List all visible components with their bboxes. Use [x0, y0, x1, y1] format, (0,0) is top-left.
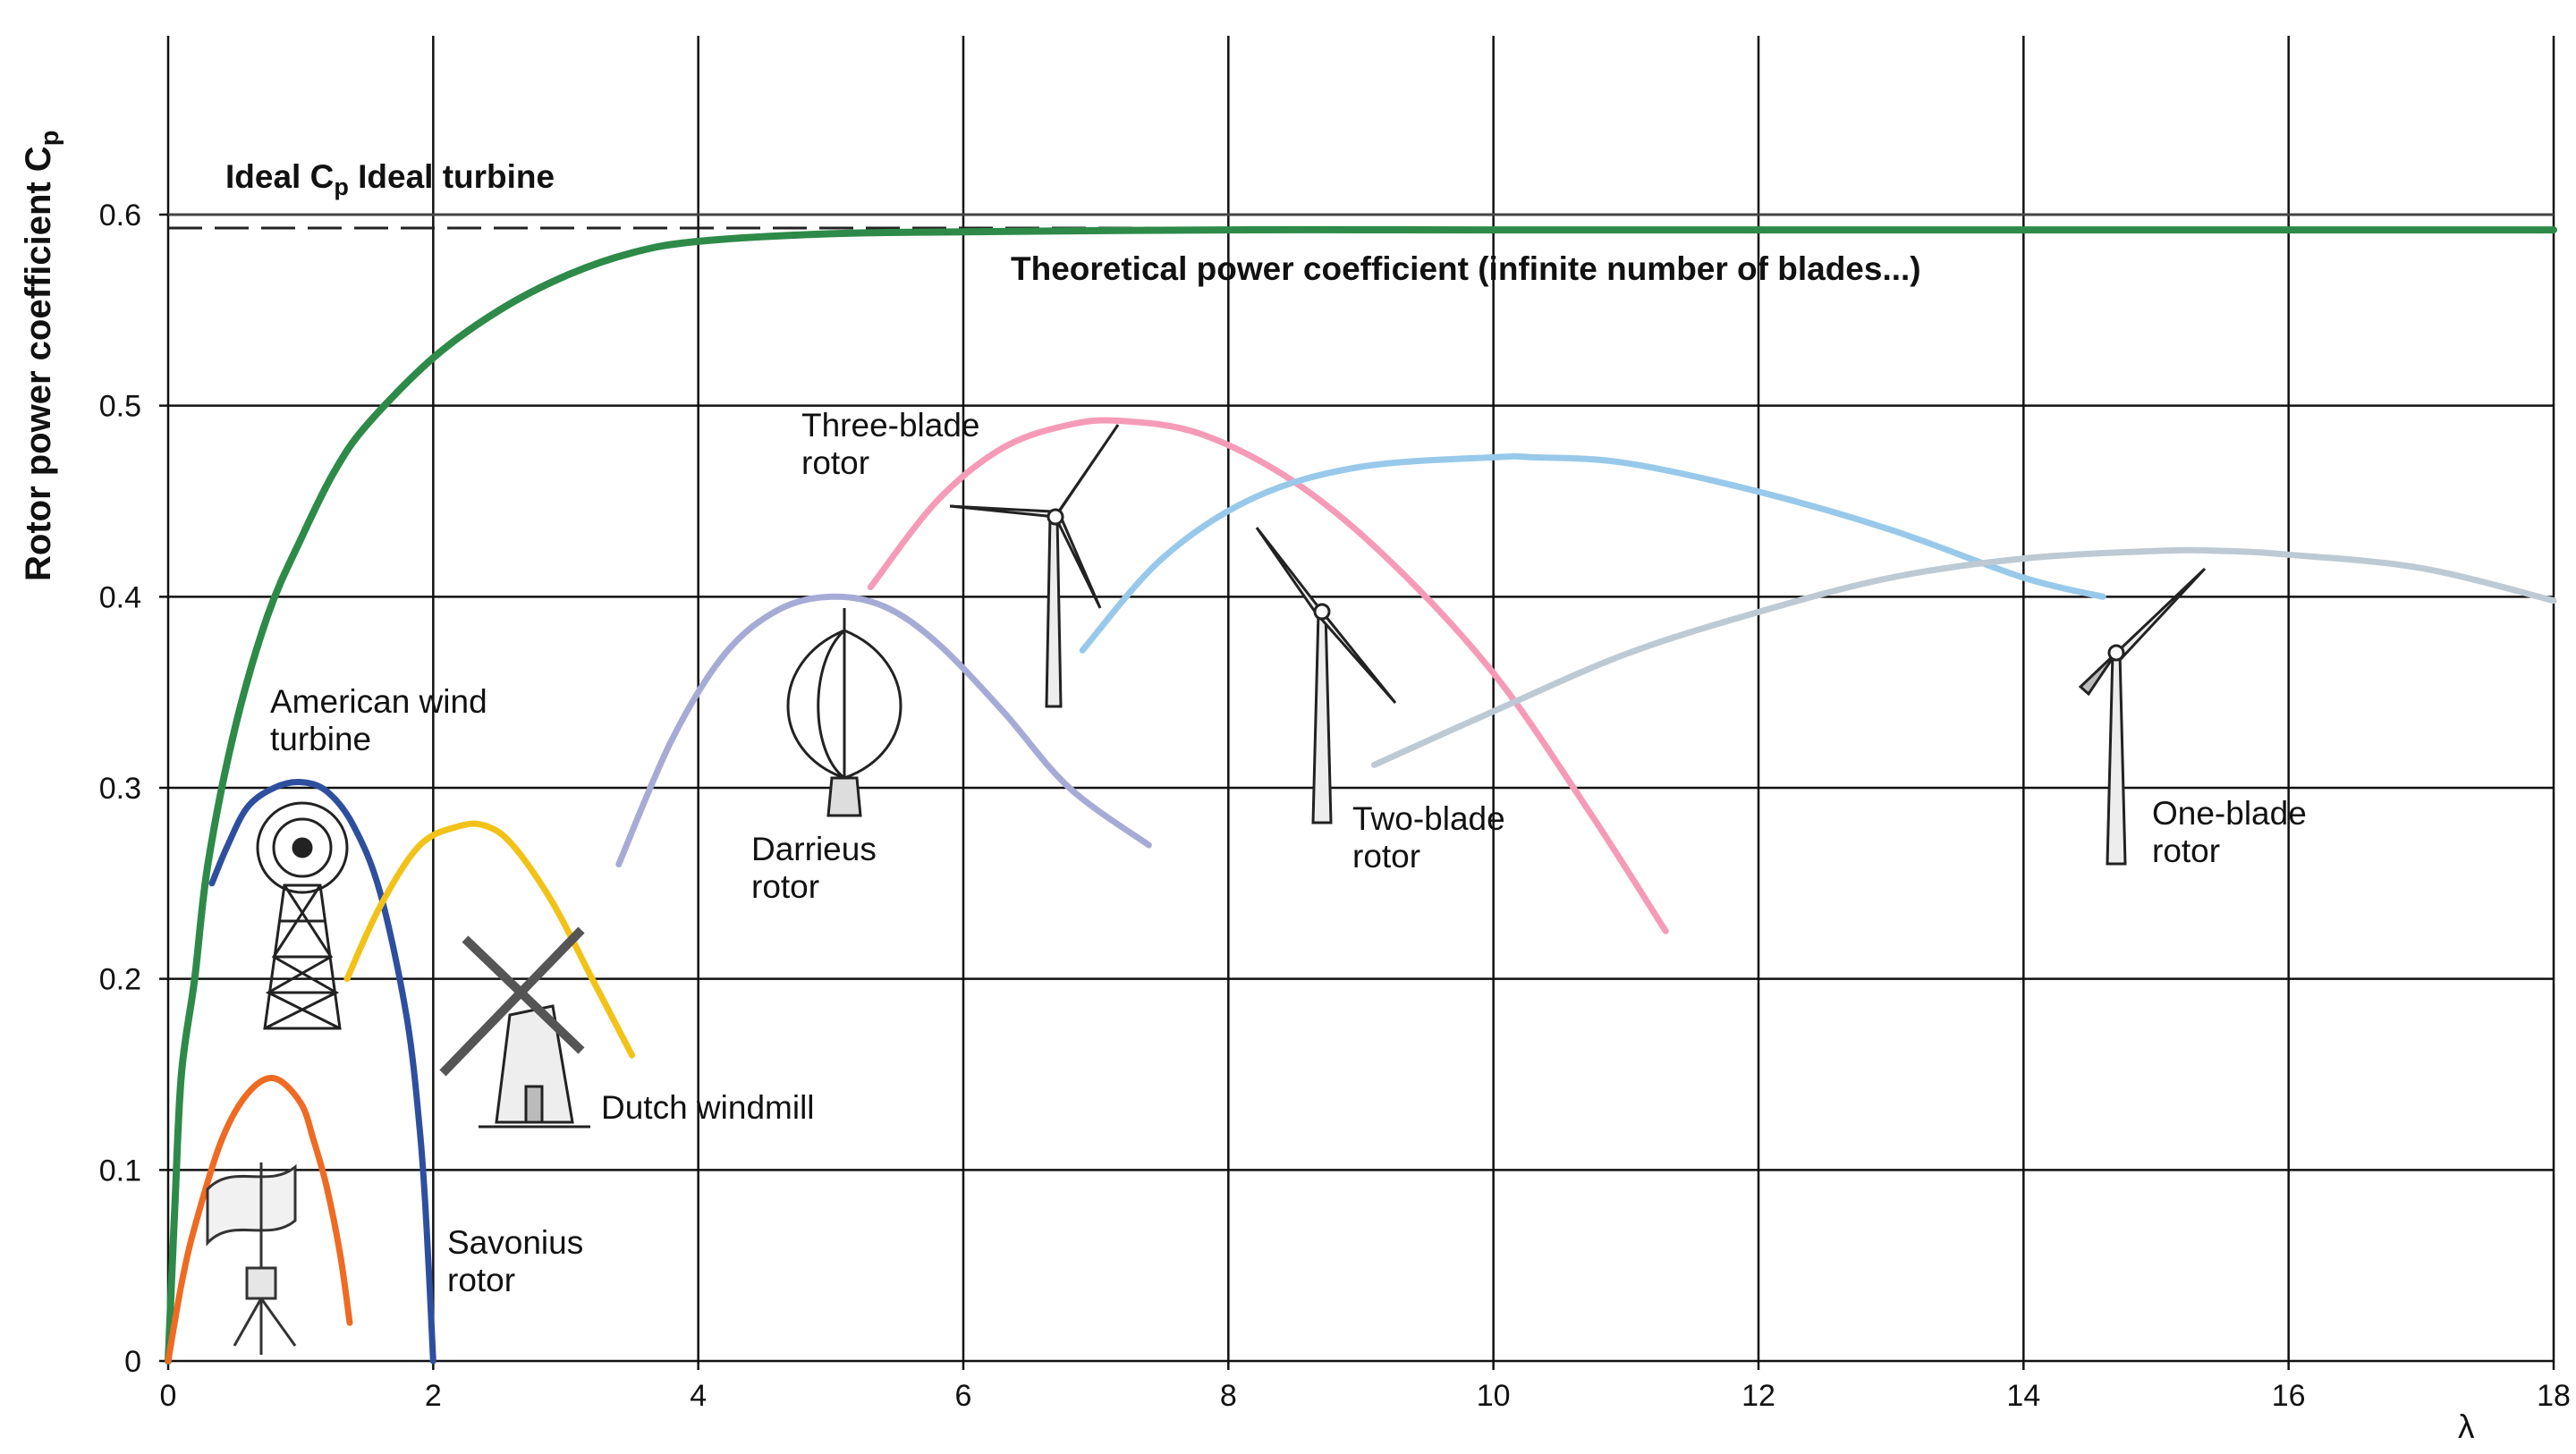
y-axis-label: Rotor power coefficient Cp	[19, 131, 64, 581]
ideal-cp-annotation: Ideal Cp Ideal turbine	[225, 158, 555, 200]
y-tick-label: 0.6	[99, 199, 141, 232]
label-darrieus: Darrieus rotor	[751, 831, 877, 905]
x-tick-label: 0	[160, 1379, 177, 1413]
curve-theoretical	[165, 225, 2557, 1365]
american-wind-turbine-icon	[256, 801, 349, 1030]
savonius-rotor-icon	[206, 1162, 297, 1355]
x-tick-label: 12	[1741, 1379, 1775, 1413]
label-dutch: Dutch windmill	[601, 1089, 815, 1126]
x-tick-label: 2	[425, 1379, 442, 1413]
curve-darrieus	[615, 593, 1152, 867]
y-tick-label: 0.4	[99, 580, 141, 614]
curve-american	[208, 778, 436, 1365]
dutch-windmill-icon	[439, 926, 590, 1129]
y-tick-label: 0.3	[99, 772, 141, 806]
y-tick-label: 0.1	[99, 1154, 141, 1188]
curve-dutch	[343, 820, 636, 1059]
label-american: American wind turbine	[270, 683, 487, 757]
x-tick-label: 16	[2272, 1379, 2306, 1413]
curve-savonius	[165, 1075, 353, 1365]
x-tick-label: 18	[2537, 1379, 2571, 1413]
x-tick-label: 8	[1220, 1379, 1237, 1413]
x-tick-label: 14	[2006, 1379, 2040, 1413]
label-two-blade: Two-blade rotor	[1352, 800, 1505, 875]
one-blade-rotor-icon	[2078, 567, 2207, 866]
x-tick-label: 4	[690, 1379, 707, 1413]
reference-lines	[168, 213, 2554, 230]
x-tick-label: 10	[1477, 1379, 1511, 1413]
three-blade-rotor-icon	[949, 424, 1120, 708]
tick-labels: 0 2 4 6 8 10 12 14 16 18 0 0.1 0.2 0.3 0.4 0.5 0.6	[99, 199, 2571, 1413]
label-three-blade: Three-blade rotor	[801, 407, 980, 481]
label-one-blade: One-blade rotor	[2152, 795, 2307, 869]
two-blade-rotor-icon	[1255, 527, 1397, 824]
curves	[165, 225, 2557, 1365]
x-axis-label: λ	[2458, 1408, 2475, 1445]
curve-two-blade	[1079, 452, 2106, 654]
y-tick-label: 0.2	[99, 963, 141, 997]
label-savonius: Savonius rotor	[447, 1224, 583, 1298]
curve-three-blade	[867, 417, 1669, 934]
y-tick-label: 0.5	[99, 390, 141, 424]
darrieus-rotor-icon	[786, 608, 902, 817]
grid	[159, 36, 2555, 1370]
y-axis-label-sub: p	[36, 131, 64, 147]
x-tick-label: 6	[955, 1379, 972, 1413]
theoretical-annotation: Theoretical power coefficient (infinite …	[1011, 250, 1921, 287]
curve-one-blade	[1370, 546, 2557, 768]
y-tick-label: 0	[124, 1345, 141, 1379]
